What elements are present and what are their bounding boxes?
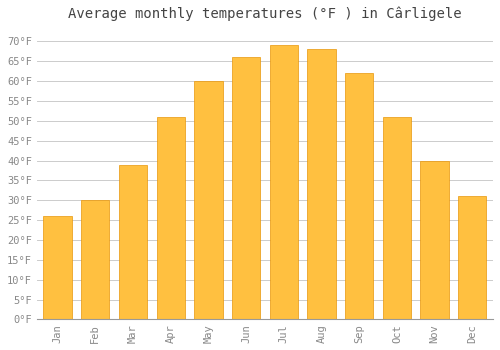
Bar	[194, 81, 222, 320]
Bar	[81, 200, 110, 320]
Bar	[383, 117, 411, 320]
Bar	[270, 46, 298, 320]
Bar	[232, 57, 260, 320]
Bar	[308, 49, 336, 320]
Bar	[383, 117, 411, 320]
Bar	[44, 216, 72, 320]
Bar	[156, 117, 185, 320]
Bar	[458, 196, 486, 320]
Title: Average monthly temperatures (°F ) in Cârligele: Average monthly temperatures (°F ) in Câ…	[68, 7, 462, 21]
Bar	[308, 49, 336, 320]
Bar	[232, 57, 260, 320]
Bar	[345, 73, 374, 320]
Bar	[194, 81, 222, 320]
Bar	[345, 73, 374, 320]
Bar	[81, 200, 110, 320]
Bar	[119, 164, 147, 320]
Bar	[270, 46, 298, 320]
Bar	[458, 196, 486, 320]
Bar	[119, 164, 147, 320]
Bar	[156, 117, 185, 320]
Bar	[420, 161, 449, 320]
Bar	[44, 216, 72, 320]
Bar	[420, 161, 449, 320]
